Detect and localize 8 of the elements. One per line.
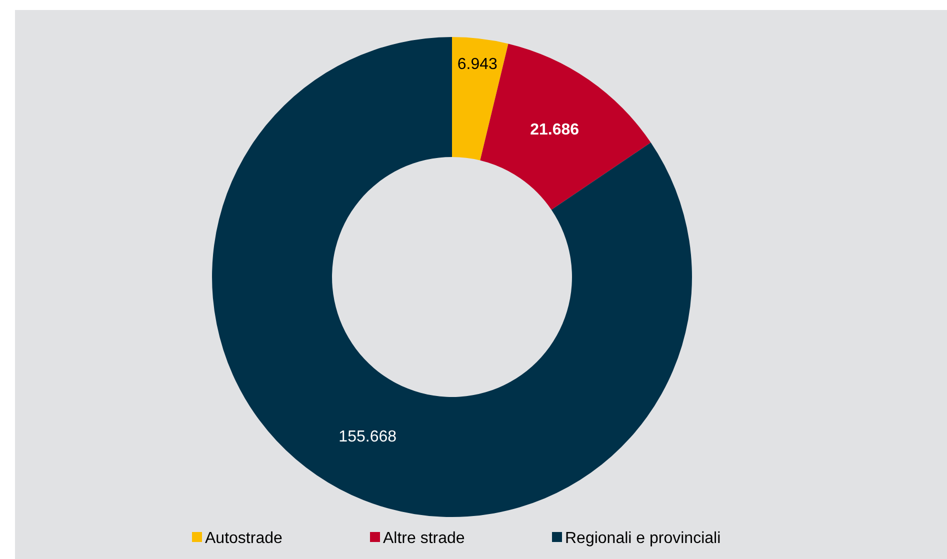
donut-slice	[452, 37, 508, 160]
legend-label: Altre strade	[383, 530, 465, 547]
data-label: 21.686	[530, 122, 580, 139]
data-label: 155.668	[338, 428, 397, 446]
legend-label: Regionali e provinciali	[565, 530, 721, 547]
data-label: 6.943	[457, 56, 498, 74]
legend-label: Autostrade	[205, 530, 282, 547]
donut-slice	[212, 37, 692, 517]
